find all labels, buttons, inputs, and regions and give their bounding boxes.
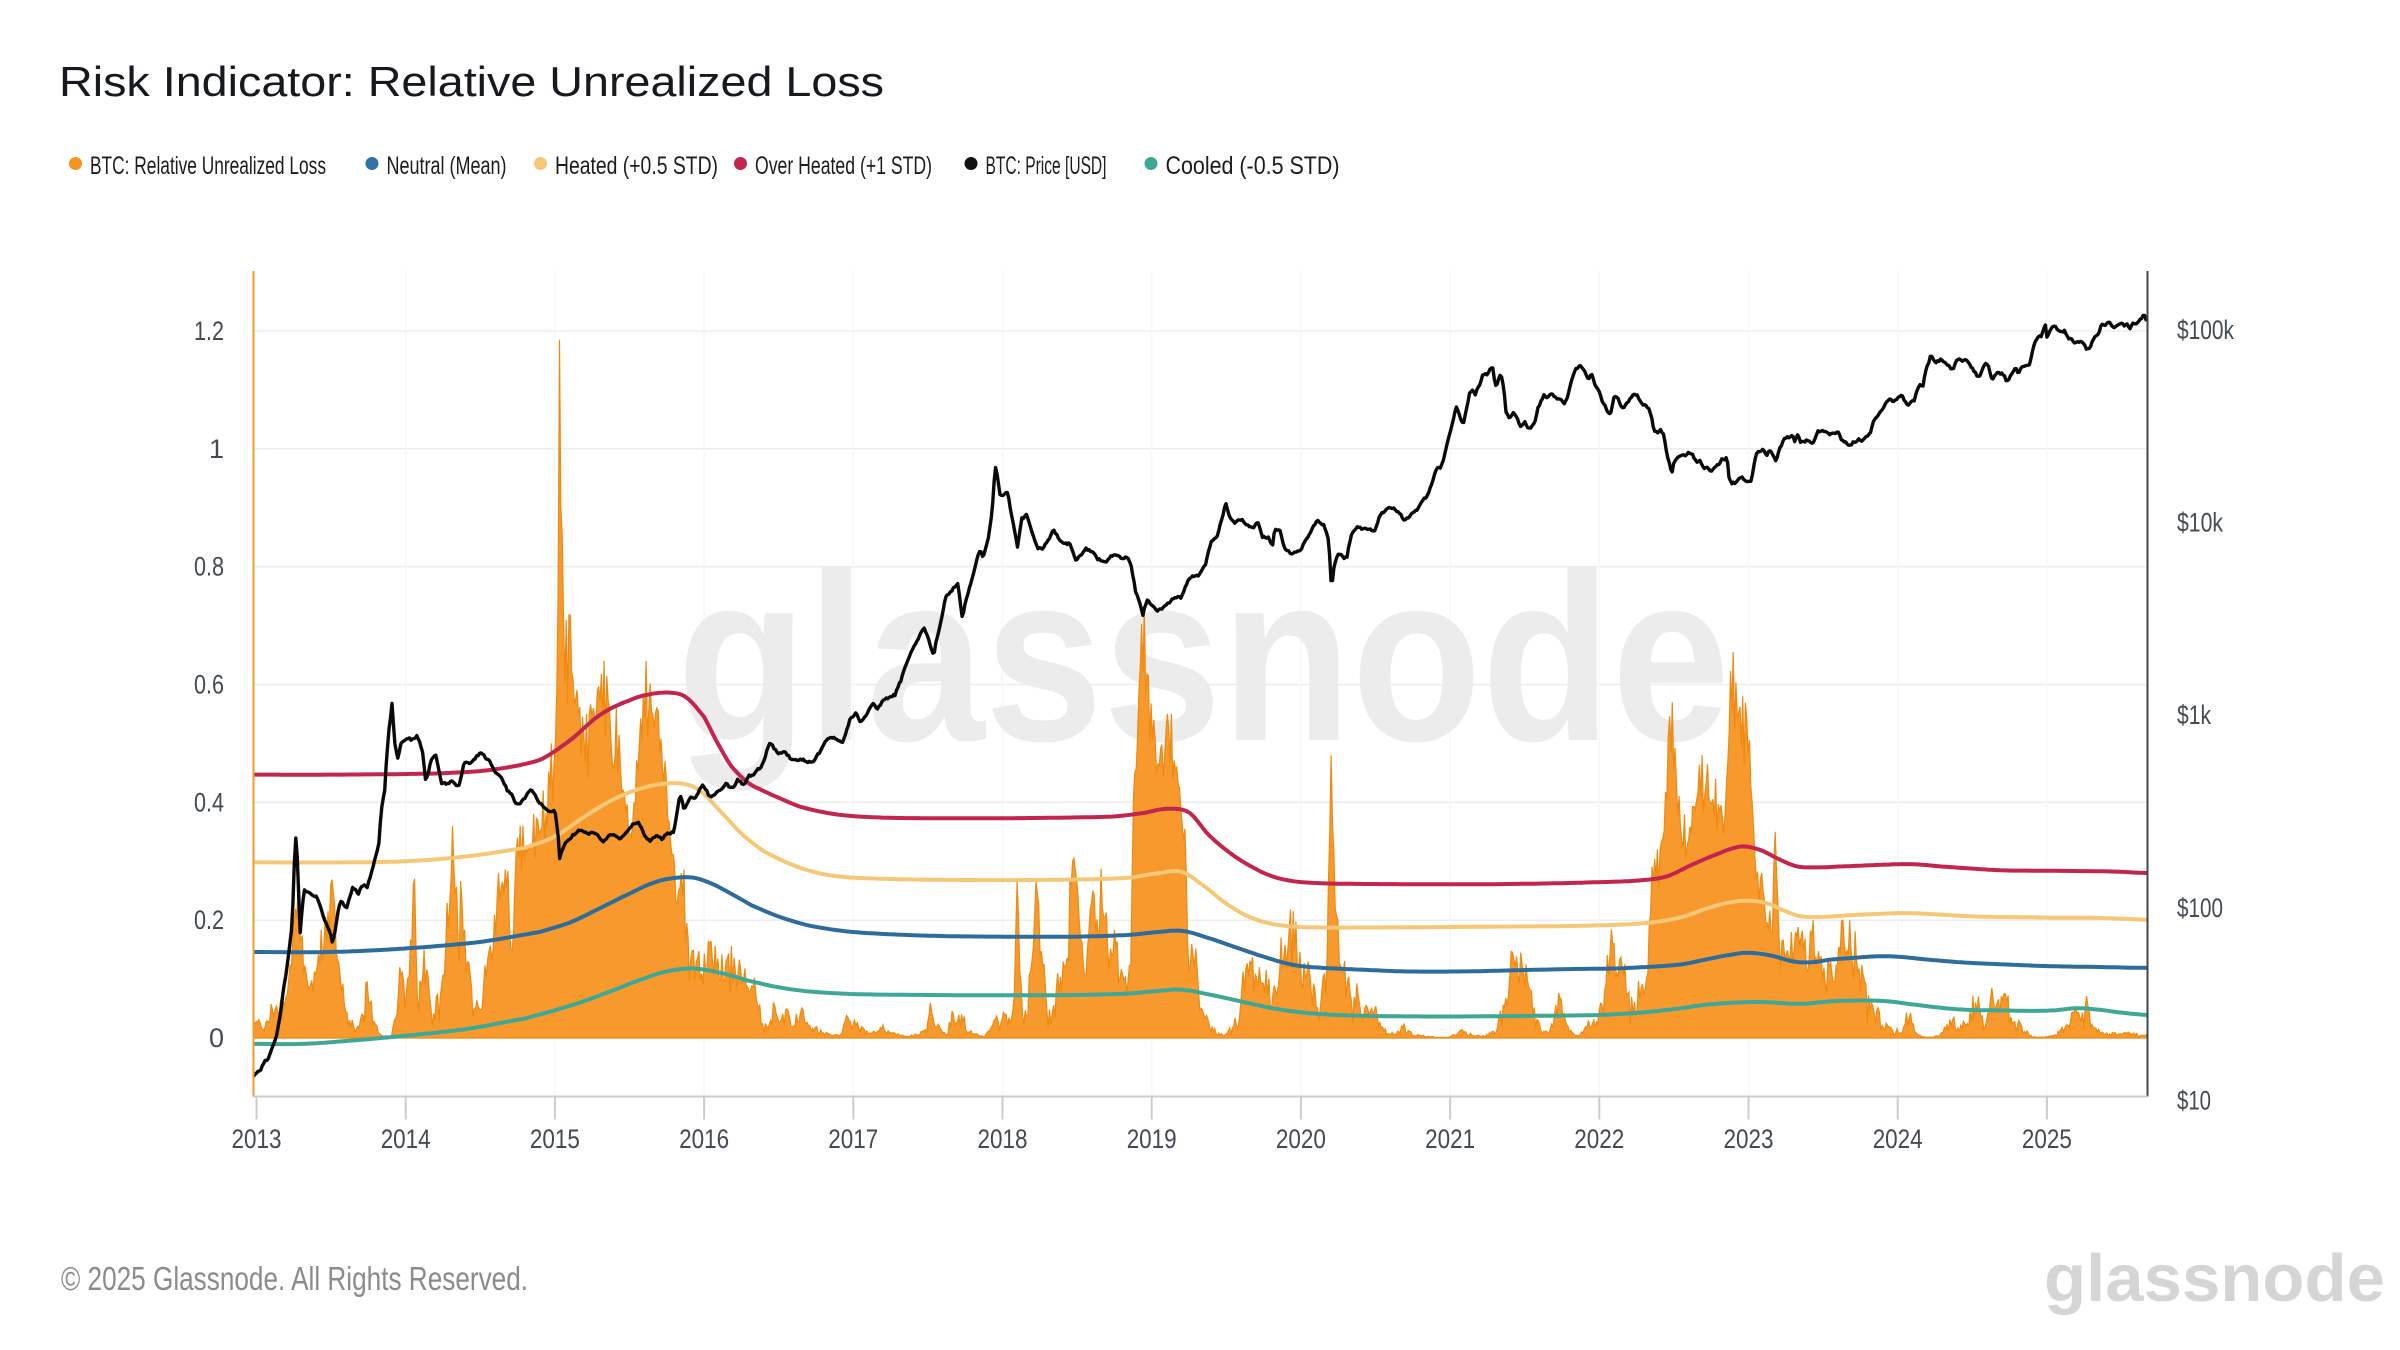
svg-text:0.4: 0.4 <box>194 787 224 817</box>
svg-text:1: 1 <box>209 434 224 464</box>
svg-text:2023: 2023 <box>1724 1124 1774 1154</box>
svg-text:2021: 2021 <box>1425 1124 1475 1154</box>
svg-text:2018: 2018 <box>978 1124 1028 1154</box>
svg-text:2022: 2022 <box>1574 1124 1624 1154</box>
svg-text:Cooled (-0.5 STD): Cooled (-0.5 STD) <box>1166 152 1340 180</box>
svg-text:BTC: Relative Unrealized Loss: BTC: Relative Unrealized Loss <box>90 152 326 180</box>
svg-text:0: 0 <box>209 1023 224 1053</box>
svg-text:© 2025 Glassnode. All Rights R: © 2025 Glassnode. All Rights Reserved. <box>61 1260 528 1297</box>
svg-text:Neutral (Mean): Neutral (Mean) <box>387 152 507 180</box>
svg-text:Heated (+0.5 STD): Heated (+0.5 STD) <box>555 152 718 180</box>
svg-text:BTC: Price [USD]: BTC: Price [USD] <box>986 152 1107 180</box>
svg-text:2025: 2025 <box>2022 1124 2072 1154</box>
svg-text:$1k: $1k <box>2177 700 2211 730</box>
svg-text:2024: 2024 <box>1873 1124 1923 1154</box>
svg-text:0.6: 0.6 <box>194 670 224 700</box>
svg-text:glassnode: glassnode <box>2044 1241 2385 1316</box>
svg-text:2015: 2015 <box>530 1124 580 1154</box>
svg-text:2020: 2020 <box>1276 1124 1326 1154</box>
svg-text:2014: 2014 <box>381 1124 431 1154</box>
svg-text:2017: 2017 <box>828 1124 878 1154</box>
svg-text:0.8: 0.8 <box>194 552 224 582</box>
svg-text:2019: 2019 <box>1127 1124 1177 1154</box>
svg-text:1.2: 1.2 <box>194 316 224 346</box>
svg-text:Over Heated (+1 STD): Over Heated (+1 STD) <box>755 152 932 180</box>
svg-text:$100k: $100k <box>2177 315 2234 345</box>
svg-text:$10: $10 <box>2177 1085 2211 1115</box>
svg-text:$100: $100 <box>2177 893 2223 923</box>
svg-text:glassnode: glassnode <box>677 523 1730 791</box>
svg-text:2016: 2016 <box>679 1124 729 1154</box>
svg-text:2013: 2013 <box>232 1124 282 1154</box>
svg-text:0.2: 0.2 <box>194 905 224 935</box>
svg-text:$10k: $10k <box>2177 508 2223 538</box>
svg-text:Risk Indicator: Relative Unrea: Risk Indicator: Relative Unrealized Loss <box>59 58 884 105</box>
